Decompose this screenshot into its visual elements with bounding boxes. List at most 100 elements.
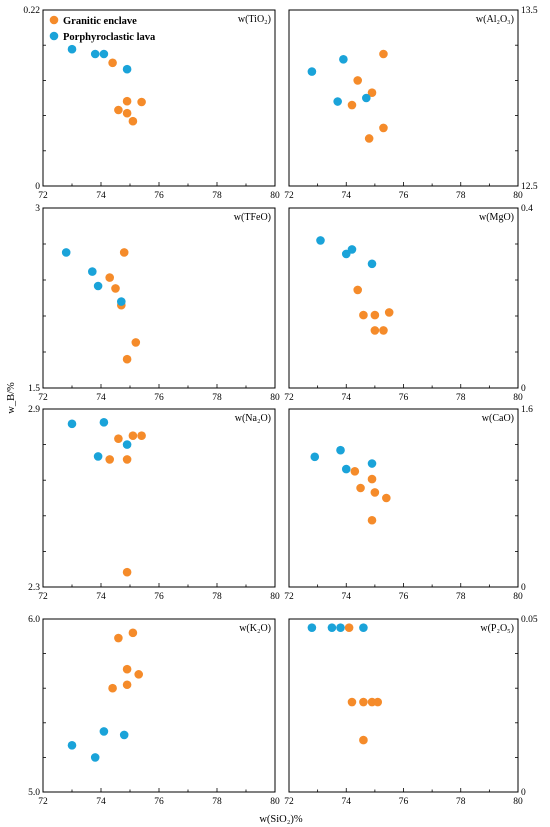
data-point (364, 134, 374, 143)
data-point (117, 297, 126, 306)
x-tick-label: 78 (456, 797, 466, 807)
data-point (122, 440, 132, 449)
data-point (359, 735, 368, 745)
data-point (379, 326, 388, 335)
panel-title: w(MgO) (479, 212, 514, 223)
data-point (379, 49, 388, 59)
data-point (128, 431, 138, 441)
y-tick-label: 0 (521, 384, 526, 394)
y-tick-label: 2.9 (28, 405, 40, 415)
data-point (122, 96, 132, 106)
panel-frame (42, 618, 276, 793)
data-point (353, 285, 363, 295)
x-tick-label: 76 (399, 393, 409, 403)
data-point (99, 418, 109, 427)
data-point (128, 116, 138, 126)
data-point (344, 623, 354, 632)
legend: Granitic enclave Porphyroclastic lava (49, 15, 156, 43)
y-tick-label: 13.5 (521, 6, 538, 16)
data-point (367, 515, 377, 525)
data-point (122, 64, 132, 74)
x-tick-label: 78 (212, 797, 222, 807)
x-tick-label: 72 (38, 191, 48, 201)
panel-6: 72 74 76 78 800 1.6 w(CaO) (284, 405, 533, 602)
x-tick-label: 80 (270, 191, 280, 201)
panel-8: 72 74 76 78 800 0.05 w(P₂O₅) (284, 615, 538, 807)
y-tick-label: 5.0 (28, 788, 40, 798)
data-point (90, 49, 100, 59)
data-point (114, 633, 123, 643)
data-point (353, 76, 363, 85)
panel-title: w(CaO) (482, 413, 514, 424)
data-point (336, 445, 345, 455)
data-point (122, 664, 132, 674)
data-point (341, 249, 351, 259)
x-tick-label: 80 (270, 797, 280, 807)
x-tick-label: 72 (284, 393, 294, 403)
data-point (370, 326, 380, 335)
data-point (128, 628, 138, 638)
y-tick-label: 0.4 (521, 204, 533, 214)
panel-frame (42, 207, 276, 389)
x-tick-label: 72 (284, 191, 294, 201)
x-tick-label: 76 (154, 393, 164, 403)
data-point (379, 123, 388, 133)
panel-7: 72 74 76 78 80 5.0 6.0 w(K₂O) (28, 615, 280, 807)
data-point (384, 308, 394, 317)
data-point (88, 267, 97, 276)
y-tick-label: 0 (521, 583, 526, 593)
data-point (67, 419, 77, 429)
panel-title: w(Na₂O) (235, 413, 271, 424)
data-point (359, 697, 368, 707)
x-tick-label: 76 (399, 191, 409, 201)
data-point (99, 49, 109, 59)
x-tick-label: 72 (38, 393, 48, 403)
panel-4: 72 74 76 78 800 0.4 w(MgO) (284, 204, 533, 403)
data-point (90, 753, 100, 762)
data-point (333, 97, 342, 106)
panel-frame (288, 408, 519, 588)
data-point (105, 455, 114, 464)
data-point (307, 67, 317, 76)
data-point (336, 623, 345, 632)
y-tick-label: 12.5 (521, 182, 538, 192)
data-point (119, 248, 129, 257)
panel-title: w(P₂O₅) (480, 623, 514, 634)
data-point (137, 431, 146, 441)
data-point (361, 93, 371, 103)
x-tick-label: 74 (342, 592, 352, 602)
x-tick-label: 72 (38, 797, 48, 807)
data-point (341, 464, 351, 474)
x-tick-label: 74 (342, 191, 352, 201)
y-tick-label: 0 (35, 182, 40, 192)
x-tick-label: 78 (456, 191, 466, 201)
x-tick-label: 74 (96, 393, 106, 403)
data-point (356, 483, 365, 493)
panel-frame (288, 618, 519, 793)
x-tick-label: 76 (154, 592, 164, 602)
y-tick-label: 1.6 (521, 405, 533, 415)
data-point (122, 354, 132, 364)
x-tick-label: 80 (513, 191, 523, 201)
x-tick-label: 72 (38, 592, 48, 602)
x-tick-label: 80 (513, 393, 523, 403)
data-point (114, 434, 123, 443)
data-point (316, 236, 325, 245)
data-point (310, 452, 320, 462)
data-point (122, 455, 132, 464)
data-point (307, 623, 317, 632)
panel-frame (288, 9, 519, 187)
y-tick-label: 6.0 (28, 615, 40, 625)
x-tick-label: 76 (399, 797, 409, 807)
data-point (131, 338, 141, 347)
data-point (122, 108, 132, 118)
panel-title: w(TFeO) (234, 212, 271, 223)
data-point (93, 281, 103, 291)
x-tick-label: 74 (96, 592, 106, 602)
data-point (347, 100, 357, 110)
data-point (382, 493, 391, 503)
legend-entry: Granitic enclave (63, 16, 137, 27)
